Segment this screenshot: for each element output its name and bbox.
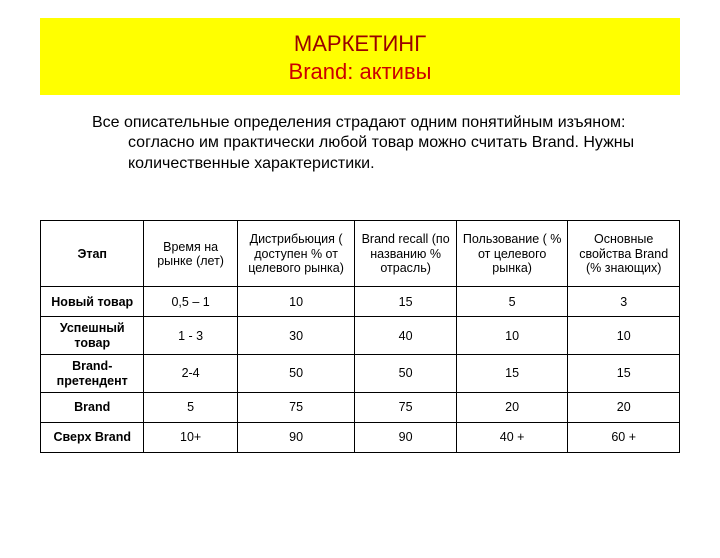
data-cell: 75 bbox=[237, 392, 355, 422]
col-header-properties: Основные свойства Brand (% знающих) bbox=[568, 221, 680, 287]
stage-cell: Brand-претендент bbox=[41, 355, 144, 393]
table-row: Brand-претендент 2-4 50 50 15 15 bbox=[41, 355, 680, 393]
data-cell: 5 bbox=[144, 392, 237, 422]
data-cell: 3 bbox=[568, 287, 680, 317]
col-header-distribution: Дистрибьюция ( доступен % от целевого ры… bbox=[237, 221, 355, 287]
data-cell: 10 bbox=[456, 317, 568, 355]
table-row: Сверх Brand 10+ 90 90 40 + 60 + bbox=[41, 422, 680, 452]
data-cell: 1 - 3 bbox=[144, 317, 237, 355]
data-cell: 10 bbox=[568, 317, 680, 355]
data-cell: 15 bbox=[456, 355, 568, 393]
title-line-2: Brand: активы bbox=[40, 58, 680, 86]
col-header-usage: Пользование ( % от целевого рынка) bbox=[456, 221, 568, 287]
stage-cell: Сверх Brand bbox=[41, 422, 144, 452]
data-cell: 0,5 – 1 bbox=[144, 287, 237, 317]
data-cell: 40 bbox=[355, 317, 456, 355]
table-row: Новый товар 0,5 – 1 10 15 5 3 bbox=[41, 287, 680, 317]
data-cell: 50 bbox=[355, 355, 456, 393]
col-header-stage: Этап bbox=[41, 221, 144, 287]
data-cell: 75 bbox=[355, 392, 456, 422]
brand-metrics-table: Этап Время на рынке (лет) Дистрибьюция (… bbox=[40, 220, 680, 453]
title-band: МАРКЕТИНГ Brand: активы bbox=[40, 18, 680, 95]
data-cell: 20 bbox=[456, 392, 568, 422]
table-header-row: Этап Время на рынке (лет) Дистрибьюция (… bbox=[41, 221, 680, 287]
body-paragraph: Все описательные определения страдают од… bbox=[50, 113, 670, 174]
data-cell: 10 bbox=[237, 287, 355, 317]
data-cell: 40 + bbox=[456, 422, 568, 452]
brand-metrics-table-wrap: Этап Время на рынке (лет) Дистрибьюция (… bbox=[40, 220, 680, 453]
title-line-1: МАРКЕТИНГ bbox=[40, 30, 680, 58]
col-header-time: Время на рынке (лет) bbox=[144, 221, 237, 287]
data-cell: 15 bbox=[568, 355, 680, 393]
stage-cell: Успешный товар bbox=[41, 317, 144, 355]
data-cell: 5 bbox=[456, 287, 568, 317]
data-cell: 2-4 bbox=[144, 355, 237, 393]
data-cell: 30 bbox=[237, 317, 355, 355]
col-header-recall: Brand recall (по названию % отрасль) bbox=[355, 221, 456, 287]
stage-cell: Новый товар bbox=[41, 287, 144, 317]
data-cell: 90 bbox=[355, 422, 456, 452]
data-cell: 90 bbox=[237, 422, 355, 452]
table-row: Brand 5 75 75 20 20 bbox=[41, 392, 680, 422]
data-cell: 50 bbox=[237, 355, 355, 393]
data-cell: 10+ bbox=[144, 422, 237, 452]
stage-cell: Brand bbox=[41, 392, 144, 422]
data-cell: 60 + bbox=[568, 422, 680, 452]
data-cell: 15 bbox=[355, 287, 456, 317]
table-row: Успешный товар 1 - 3 30 40 10 10 bbox=[41, 317, 680, 355]
data-cell: 20 bbox=[568, 392, 680, 422]
slide: МАРКЕТИНГ Brand: активы Все описательные… bbox=[0, 18, 720, 558]
